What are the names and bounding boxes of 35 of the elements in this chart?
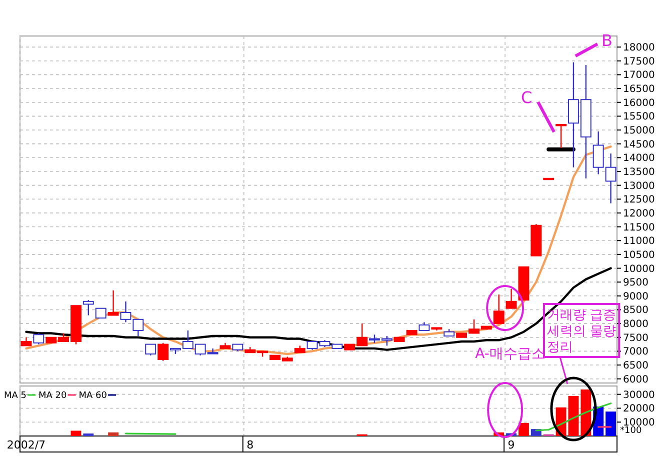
x-tick-label: 9: [508, 438, 515, 452]
legend-label: MA 5: [4, 391, 27, 401]
y-tick-label: 7000: [623, 346, 648, 358]
y-tick-label: 8000: [623, 319, 648, 330]
y-tick-label: 11500: [623, 222, 655, 234]
y-tick-label: 16500: [623, 84, 655, 96]
y-tick-label: 12000: [623, 208, 655, 220]
y-tick-label: 7500: [623, 332, 648, 344]
y-tick-label: 13000: [623, 180, 655, 192]
y-tick-label: 18000: [623, 42, 655, 54]
y-tick-label: 6000: [623, 374, 648, 386]
legend-label: MA 20: [38, 391, 68, 401]
y-tick-label: 10000: [623, 264, 655, 275]
y-tick-label: 30000: [623, 390, 655, 401]
y-tick-label: 11000: [623, 236, 655, 248]
y-tick-label: 16000: [623, 98, 655, 109]
y-tick-label: 13500: [623, 166, 655, 178]
y-tick-label: 15000: [623, 126, 655, 137]
annotation: C: [521, 88, 532, 107]
y-tick-label: 15500: [623, 112, 655, 123]
y-tick-label: 10500: [623, 250, 655, 261]
y-tick-label: 12500: [623, 194, 655, 206]
y-tick-label: 17000: [623, 70, 655, 82]
text: *100: [620, 426, 642, 436]
y-tick-label: 8500: [623, 305, 648, 316]
legend-label: MA 60: [78, 391, 108, 401]
y-tick-label: 14500: [623, 139, 655, 150]
x-tick-label: 8: [246, 438, 254, 452]
y-tick-label: 9000: [623, 291, 648, 302]
annotation: B: [601, 31, 612, 50]
y-tick-label: 20000: [623, 404, 655, 415]
y-tick-label: 14000: [623, 153, 655, 164]
y-tick-label: 17500: [623, 56, 655, 68]
y-tick-label: 9500: [623, 278, 648, 289]
y-tick-label: 6500: [623, 360, 648, 372]
